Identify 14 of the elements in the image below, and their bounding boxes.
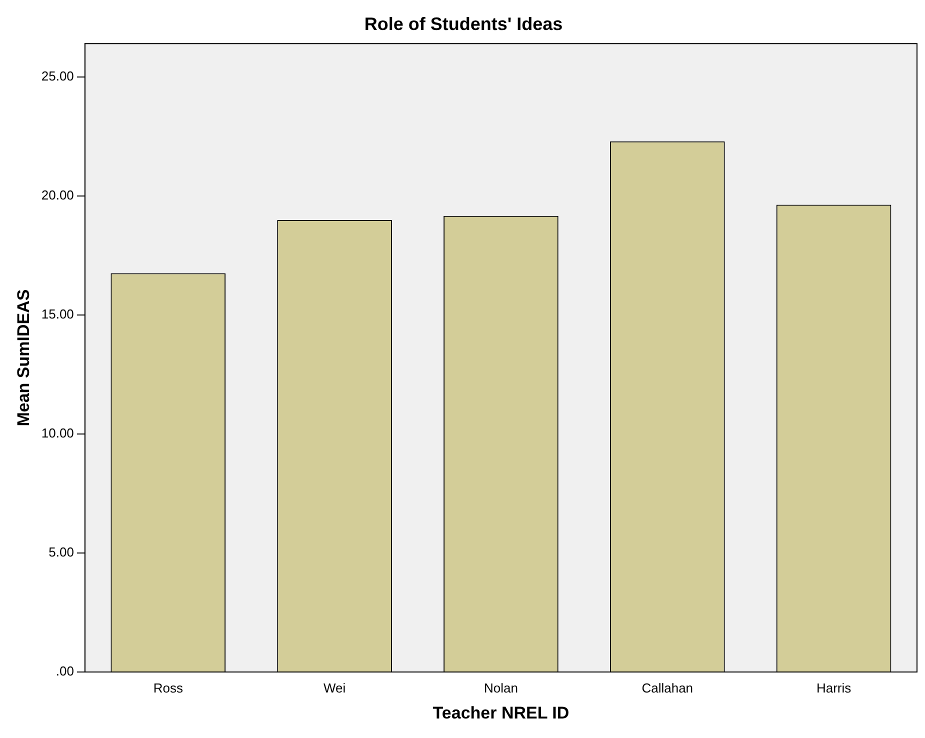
x-tick-label: Harris — [816, 680, 852, 696]
y-tick-label: 15.00 — [41, 306, 74, 322]
y-axis-title: Mean SumIDEAS — [14, 289, 33, 426]
x-tick-label: Wei — [323, 680, 346, 696]
y-tick-label: 10.00 — [41, 426, 74, 441]
y-tick-label: 5.00 — [48, 544, 74, 560]
chart-title: Role of Students' Ideas — [364, 14, 563, 34]
x-tick-label: Ross — [153, 680, 184, 696]
y-tick-label: .00 — [56, 664, 74, 679]
x-tick-label: Nolan — [484, 680, 518, 696]
y-tick-label: 25.00 — [41, 68, 74, 84]
x-axis-title: Teacher NREL ID — [432, 703, 570, 722]
x-tick-label: Callahan — [642, 680, 694, 696]
y-tick-label: 20.00 — [41, 188, 74, 203]
